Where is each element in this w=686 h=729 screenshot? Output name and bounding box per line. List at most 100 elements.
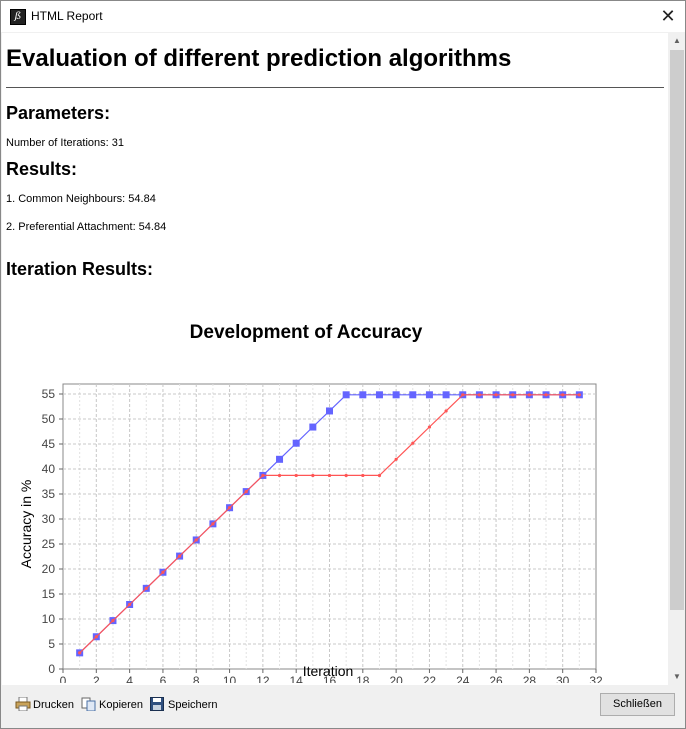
series-point xyxy=(326,407,333,415)
window-title: HTML Report xyxy=(31,9,103,23)
scrollbar-thumb[interactable] xyxy=(670,50,684,610)
series-point xyxy=(377,473,382,478)
series-point xyxy=(375,391,383,399)
x-tick-label: 14 xyxy=(290,674,304,683)
y-tick-label: 45 xyxy=(42,437,56,451)
series-point xyxy=(425,391,433,399)
series-point xyxy=(211,522,215,526)
y-tick-label: 15 xyxy=(42,587,56,601)
x-tick-label: 22 xyxy=(423,674,437,683)
y-tick-label: 35 xyxy=(42,487,56,501)
x-tick-label: 16 xyxy=(323,674,337,683)
y-tick-label: 30 xyxy=(42,512,56,526)
series-point xyxy=(94,635,98,639)
title-bar: ß HTML Report ✕ xyxy=(1,1,685,32)
series-point xyxy=(344,473,348,478)
series-point xyxy=(311,473,315,478)
series-point xyxy=(561,393,565,397)
report-app-icon: ß xyxy=(10,9,26,25)
series-point xyxy=(361,473,365,478)
series-point xyxy=(194,538,198,542)
series-point xyxy=(144,586,148,590)
x-tick-label: 2 xyxy=(93,674,100,683)
x-tick-label: 20 xyxy=(389,674,403,683)
x-tick-label: 0 xyxy=(60,674,67,683)
x-tick-label: 30 xyxy=(556,674,570,683)
chart-title: Development of Accuracy xyxy=(190,322,423,343)
print-button[interactable]: Drucken xyxy=(15,696,74,713)
x-tick-label: 18 xyxy=(356,674,370,683)
result-item: 2. Preferential Attachment: 54.84 xyxy=(6,221,167,233)
copy-label: Kopieren xyxy=(99,699,144,711)
results-heading: Results: xyxy=(6,159,78,179)
series-point xyxy=(277,473,282,478)
series-point xyxy=(128,602,132,607)
parameters-heading: Parameters: xyxy=(6,103,111,123)
series-point xyxy=(309,423,317,431)
series-point xyxy=(394,457,398,461)
series-point xyxy=(177,554,182,558)
x-tick-label: 24 xyxy=(456,674,470,683)
series-point xyxy=(244,490,248,494)
series-point xyxy=(261,473,265,478)
x-tick-label: 26 xyxy=(489,674,503,683)
accuracy-chart: Development of Accuracy 0 2 4 6 8 10 12 14 16 18 2… xyxy=(18,322,603,683)
copy-icon xyxy=(81,697,96,712)
series-point xyxy=(78,651,82,655)
series-point xyxy=(392,391,400,399)
series-point xyxy=(227,506,232,510)
close-icon[interactable]: ✕ xyxy=(660,6,676,26)
series-point xyxy=(359,391,367,399)
iteration-results-heading: Iteration Results: xyxy=(6,259,154,279)
y-tick-label: 55 xyxy=(42,387,56,401)
y-tick-label: 40 xyxy=(42,462,56,476)
y-tick-label: 5 xyxy=(48,637,55,651)
y-tick-label: 20 xyxy=(42,562,56,576)
heading-divider xyxy=(6,87,664,88)
floppy-disk-icon xyxy=(150,697,164,711)
x-axis-label: Iteration xyxy=(303,663,354,679)
series-point xyxy=(477,393,482,397)
x-tick-label: 4 xyxy=(126,674,133,683)
series-point xyxy=(427,425,432,429)
series-point xyxy=(342,391,350,399)
series-point xyxy=(161,570,165,574)
series-point xyxy=(111,619,115,623)
vertical-scrollbar[interactable]: ▲ ▼ xyxy=(669,33,685,685)
series-point xyxy=(292,439,300,447)
series-point xyxy=(294,473,298,478)
series-point xyxy=(577,393,581,397)
series-point xyxy=(276,455,284,463)
series-point xyxy=(461,393,465,397)
print-label: Drucken xyxy=(33,699,74,711)
series-point xyxy=(444,409,448,413)
result-item: 1. Common Neighbours: 54.84 xyxy=(6,193,156,205)
report-content: Evaluation of different prediction algor… xyxy=(2,33,668,685)
series-point xyxy=(442,391,450,399)
x-tick-label: 32 xyxy=(589,674,603,683)
copy-button[interactable]: Kopieren xyxy=(81,697,143,713)
save-button[interactable]: Speichern xyxy=(150,697,218,713)
y-tick-label: 50 xyxy=(42,412,56,426)
x-tick-label: 8 xyxy=(193,674,200,683)
series-point xyxy=(527,393,531,397)
x-tick-label: 10 xyxy=(223,674,237,683)
series-point xyxy=(411,441,415,445)
x-tick-label: 28 xyxy=(523,674,537,683)
printer-icon xyxy=(15,696,31,712)
scroll-up-icon[interactable]: ▲ xyxy=(673,36,681,45)
series-point xyxy=(511,393,515,397)
close-dialog-button[interactable]: Schließen xyxy=(600,693,675,716)
y-tick-label: 25 xyxy=(42,537,56,551)
iterations-line: Number of Iterations: 31 xyxy=(6,137,125,149)
y-tick-label: 0 xyxy=(48,662,55,676)
scroll-down-icon[interactable]: ▼ xyxy=(673,672,681,681)
y-axis-label: Accuracy in % xyxy=(18,480,34,569)
y-tick-label: 10 xyxy=(42,612,56,626)
x-tick-label: 6 xyxy=(160,674,167,683)
series-point xyxy=(544,393,548,397)
save-label: Speichern xyxy=(168,699,218,711)
report-heading: Evaluation of different prediction algor… xyxy=(6,45,512,72)
series-point xyxy=(327,473,332,478)
